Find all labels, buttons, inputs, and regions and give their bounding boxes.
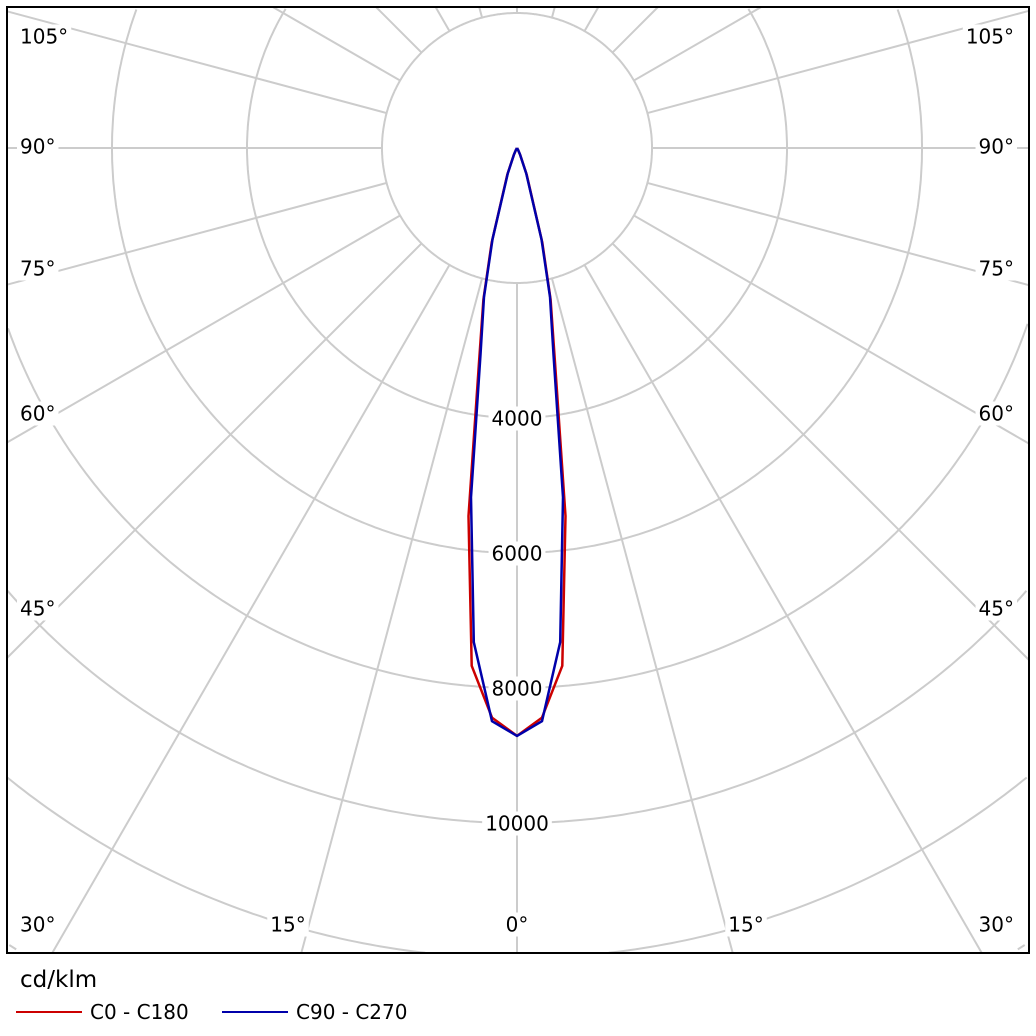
angle-label-right: 45° (979, 597, 1014, 621)
grid-ring (6, 590, 1028, 824)
angle-label-left: 105° (20, 25, 68, 49)
grid-spoke (478, 6, 484, 18)
angle-label-left: 60° (20, 402, 55, 426)
angle-label-right: 30° (979, 913, 1014, 937)
radial-tick-label-bg (488, 676, 546, 701)
series-curve-c90-c270 (469, 147, 565, 738)
polar-intensity-chart: 4000 6000 8000 10000 105° 105° 90° 90° 75° 75° 60°… (6, 6, 1030, 954)
grid-spoke (583, 264, 983, 954)
grid-spoke (550, 278, 734, 954)
grid-spoke (272, 6, 401, 82)
radial-tick-label: 8000 (492, 677, 543, 701)
grid-ring (8, 944, 1026, 951)
angle-label-right-bg (962, 24, 1017, 49)
legend-swatch (16, 1011, 82, 1013)
angle-label-right: 90° (979, 135, 1014, 159)
angle-label-right-bg (725, 912, 767, 937)
angle-label-right: 105° (966, 25, 1014, 49)
angle-label-left-bg (17, 401, 59, 426)
unit-label: cd/klm (20, 967, 98, 993)
legend-label: C0 - C180 (90, 1000, 189, 1024)
angle-label-left: 75° (20, 257, 55, 281)
angle-label-left: 30° (20, 913, 55, 937)
grid-spoke (300, 278, 484, 954)
plot-frame (6, 6, 1030, 954)
angle-label-left: 45° (20, 597, 55, 621)
legend-swatch (222, 1011, 288, 1013)
angle-label-left-bg (17, 912, 59, 937)
grid-spoke (633, 6, 762, 82)
angle-label-bottom: 0° (506, 913, 529, 937)
grid-ring (6, 776, 1028, 954)
grid-spoke (6, 181, 387, 286)
angle-label-right-bg (975, 256, 1017, 281)
radial-tick-label-bg (488, 541, 546, 566)
radial-tick-label-bg (482, 811, 552, 836)
grid-spoke (51, 264, 451, 954)
grid-spoke (550, 6, 556, 18)
angle-label-bottom-bg (502, 912, 532, 937)
angle-label-left: 90° (20, 135, 55, 159)
radial-tick-label: 10000 (485, 812, 549, 836)
grid-spoke (6, 242, 423, 659)
angle-label-right-bg (975, 401, 1017, 426)
angle-label-right: 60° (979, 402, 1014, 426)
grid-spoke (647, 181, 1030, 287)
grid-spoke (583, 6, 600, 32)
angle-label-right-bg (975, 596, 1017, 621)
angle-label-left-bg (17, 256, 59, 281)
grid-spoke (6, 214, 401, 444)
angle-label-left-bg (17, 596, 59, 621)
angle-label-right-bg (975, 912, 1017, 937)
legend-label: C90 - C270 (296, 1000, 408, 1024)
angle-label-left-bg (267, 912, 309, 937)
grid-spoke (375, 6, 423, 54)
grid-spoke (633, 214, 1030, 445)
grid-spoke (611, 242, 1030, 661)
plot-area (6, 6, 1030, 954)
angle-label-left: 15° (270, 913, 305, 937)
radial-tick-label: 4000 (492, 407, 543, 431)
radial-tick-label-bg (488, 406, 546, 431)
angle-label-right: 15° (728, 913, 763, 937)
angle-label-right-bg (975, 134, 1017, 159)
radial-tick-label: 6000 (492, 542, 543, 566)
grid-ring (246, 8, 788, 419)
legend-item-c0-c180: C0 - C180 (16, 1000, 189, 1024)
angle-label-right: 75° (979, 257, 1014, 281)
grid-spoke (434, 6, 451, 32)
angle-label-left-bg (17, 134, 59, 159)
grid-ring (111, 9, 923, 554)
grid-spoke (611, 6, 659, 54)
legend-item-c90-c270: C90 - C270 (222, 1000, 407, 1024)
angle-label-left-bg (17, 24, 72, 49)
